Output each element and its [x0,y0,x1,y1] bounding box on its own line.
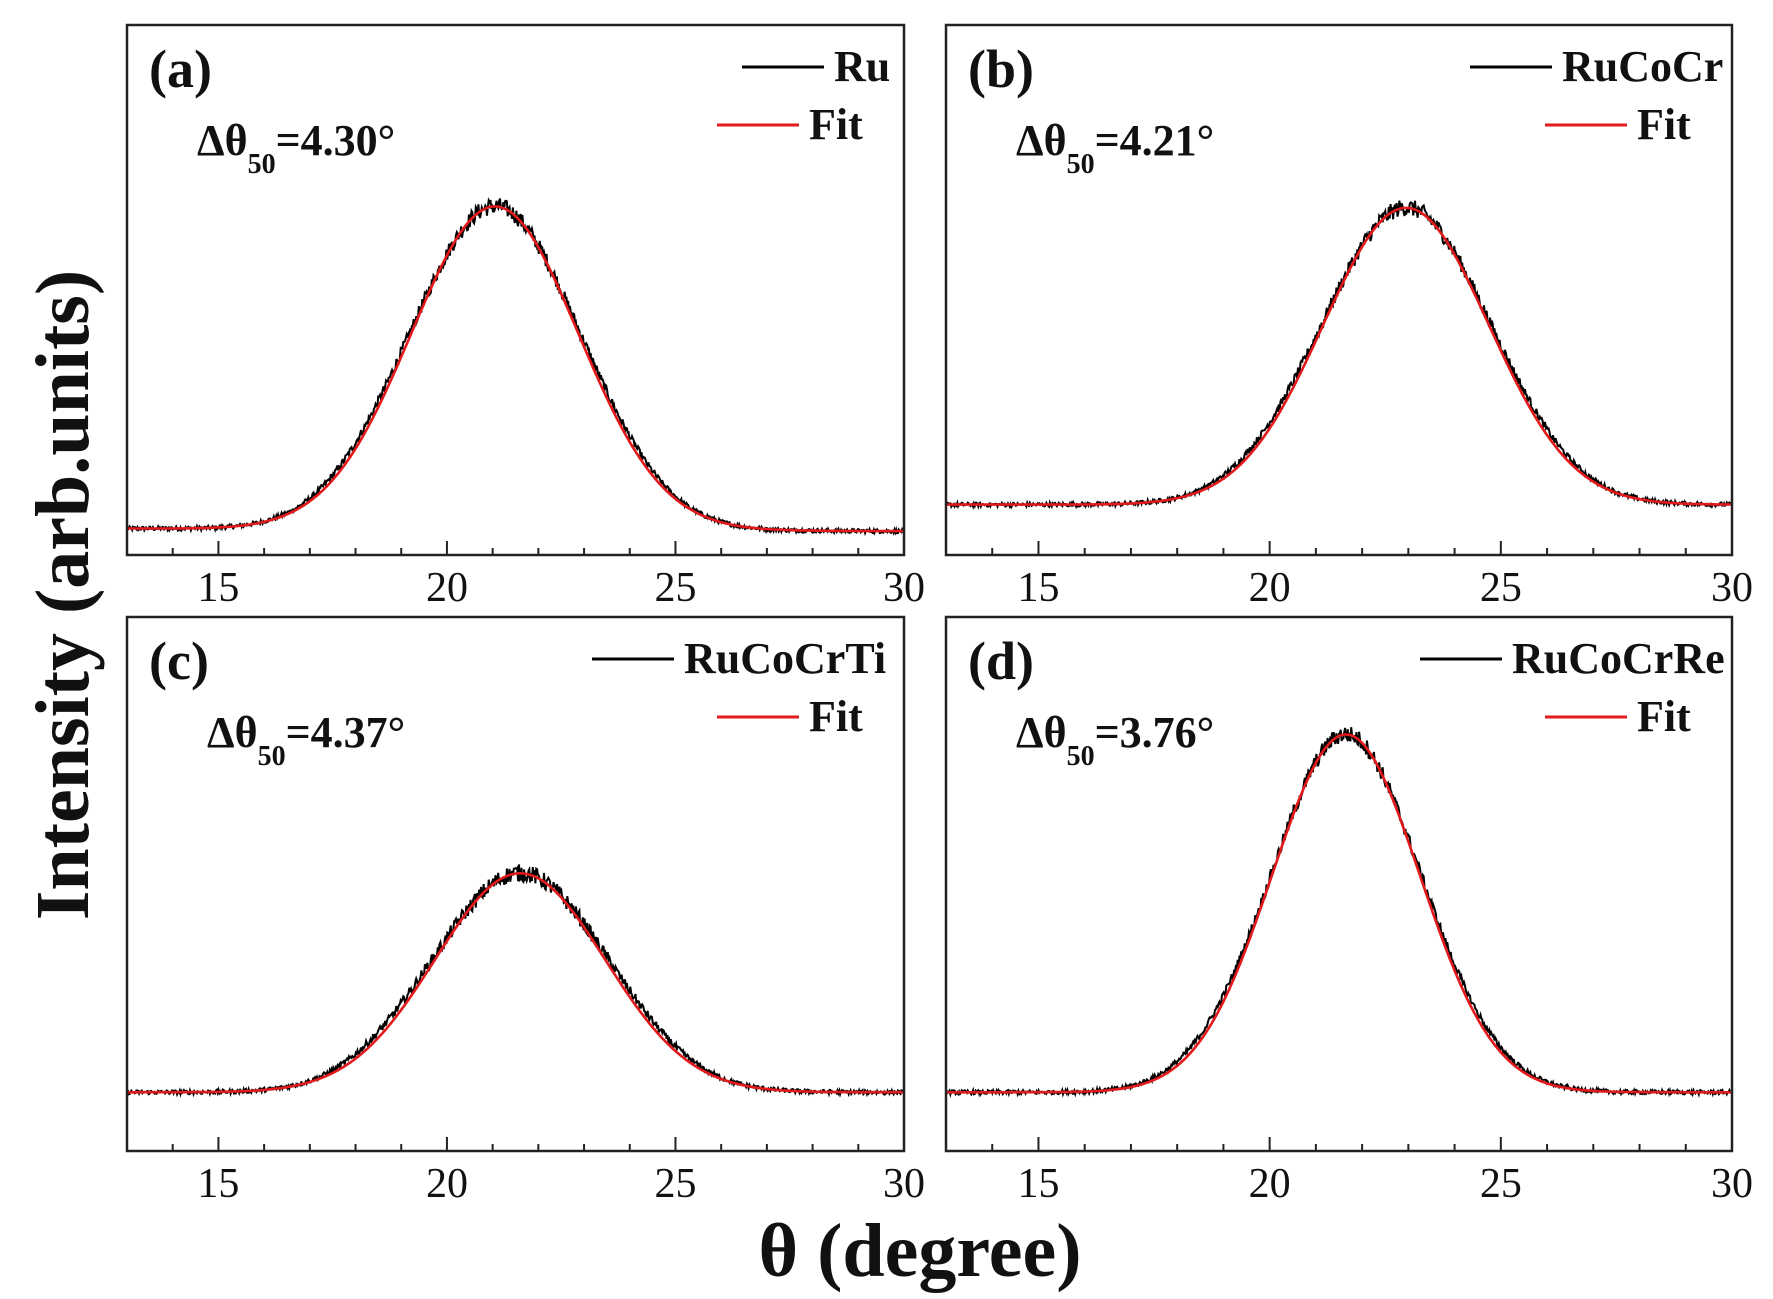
x-tick-label: 20 [426,565,468,611]
fwhm-subscript: 50 [258,741,286,772]
panel-label: (d) [968,631,1034,691]
legend-label-fit: Fit [809,100,863,149]
fwhm-prefix: Δθ [1016,708,1067,757]
x-tick-label: 20 [426,1161,468,1207]
panel-c: 15 20 25 30 (c) Δθ50=4.37° RuCoCrTi Fit [125,615,925,1207]
fwhm-value: =4.37° [286,708,406,757]
fwhm-prefix: Δθ [207,708,258,757]
x-tick-label: 30 [1711,1161,1753,1207]
x-tick-label: 25 [1480,1161,1522,1207]
series-fit-line [946,733,1732,1094]
plot-frame [125,615,906,1153]
series-fit-line [946,206,1732,506]
plot-frame [944,615,1734,1153]
x-tick-label: 30 [1711,565,1753,611]
legend-label-data: Ru [834,42,890,91]
series-fit-line [127,872,904,1094]
x-tick-label: 25 [654,565,696,611]
fwhm-subscript: 50 [248,149,276,180]
series-rucocr-line [946,200,1732,510]
legend-label-data: RuCoCrTi [684,634,886,683]
fwhm-value: =4.30° [276,116,396,165]
x-axis-title: θ (degree) [758,1209,1081,1293]
legend-label-fit: Fit [1637,100,1691,149]
fwhm-subscript: 50 [1067,741,1095,772]
plot-frame [944,23,1734,557]
panel-d: 15 20 25 30 (d) Δθ50=3.76° RuCoCrRe Fit [944,615,1753,1207]
x-tick-label: 30 [883,565,925,611]
y-axis-title: Intensity (arb.units) [21,270,105,920]
series-rucocrre-line [946,727,1732,1099]
fwhm-subscript: 50 [1067,149,1095,180]
x-tick-label: 15 [1017,565,1059,611]
series-ru-line [127,196,904,537]
fwhm-annotation: Δθ50=4.30° [197,116,395,180]
fwhm-prefix: Δθ [197,116,248,165]
panel-b: 15 20 25 30 (b) Δθ50=4.21° RuCoCr Fit [944,23,1753,611]
fwhm-annotation: Δθ50=4.21° [1016,116,1214,180]
legend-label-data: RuCoCrRe [1512,634,1725,683]
x-tick-label: 15 [197,565,239,611]
panel-label: (b) [968,39,1034,99]
legend-label-fit: Fit [809,692,863,741]
x-tick-label: 20 [1249,1161,1291,1207]
fwhm-value: =4.21° [1095,116,1215,165]
legend-label-fit: Fit [1637,692,1691,741]
x-tick-label: 25 [1480,565,1522,611]
panel-label: (c) [149,631,209,691]
x-tick-label: 30 [883,1161,925,1207]
fwhm-annotation: Δθ50=3.76° [1016,708,1214,772]
x-tick-label: 15 [197,1161,239,1207]
series-fit-line [127,205,904,533]
fwhm-prefix: Δθ [1016,116,1067,165]
legend-label-data: RuCoCr [1562,42,1723,91]
fwhm-annotation: Δθ50=4.37° [207,708,405,772]
x-tick-label: 25 [654,1161,696,1207]
fwhm-value: =3.76° [1095,708,1215,757]
series-rucocrti-line [127,864,904,1098]
x-tick-label: 15 [1017,1161,1059,1207]
panel-label: (a) [149,39,212,99]
plot-frame [125,23,906,557]
panel-a: 15 20 25 30 (a) Δθ50=4.30° Ru Fit [125,23,925,611]
x-tick-label: 20 [1249,565,1291,611]
